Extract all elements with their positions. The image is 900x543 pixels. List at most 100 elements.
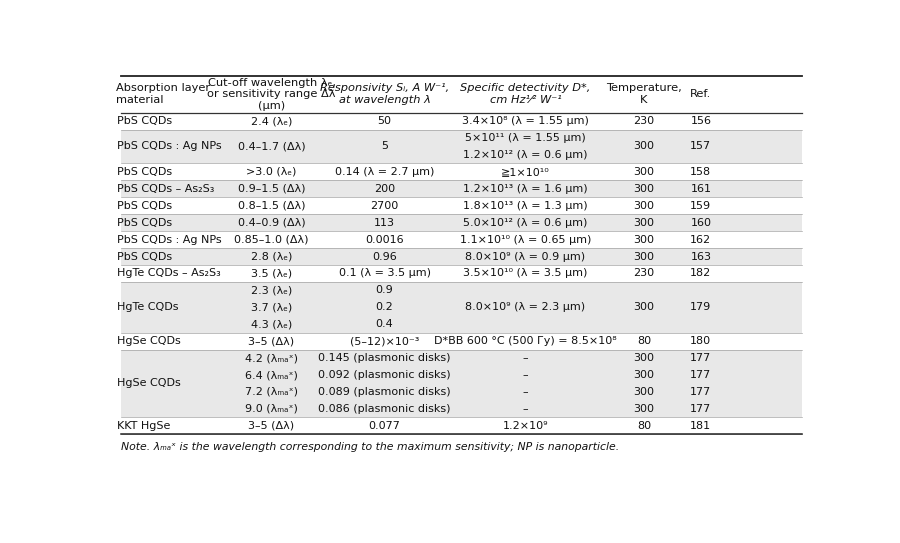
Text: Cut-off wavelength λₑ,
or sensitivity range Δλ
(μm): Cut-off wavelength λₑ, or sensitivity ra… bbox=[207, 78, 336, 111]
Text: HgTe CQDs – As₂S₃: HgTe CQDs – As₂S₃ bbox=[117, 268, 220, 279]
Text: 230: 230 bbox=[634, 268, 654, 279]
Text: 4.3 (λₑ): 4.3 (λₑ) bbox=[251, 319, 292, 329]
Text: PbS CQDs: PbS CQDs bbox=[117, 167, 172, 177]
Bar bbox=[121, 180, 802, 197]
Text: 3.4×10⁸ (λ = 1.55 μm): 3.4×10⁸ (λ = 1.55 μm) bbox=[462, 116, 589, 126]
Text: 2.3 (λₑ): 2.3 (λₑ) bbox=[251, 286, 292, 295]
Text: D*BB 600 °C (500 Гу) = 8.5×10⁸: D*BB 600 °C (500 Гу) = 8.5×10⁸ bbox=[434, 336, 617, 346]
Text: 158: 158 bbox=[690, 167, 711, 177]
Text: –: – bbox=[523, 353, 528, 363]
Text: PbS CQDs : Ag NPs: PbS CQDs : Ag NPs bbox=[117, 235, 221, 244]
Text: 177: 177 bbox=[690, 353, 712, 363]
Bar bbox=[121, 282, 802, 333]
Text: 300: 300 bbox=[634, 218, 654, 228]
Text: 230: 230 bbox=[634, 116, 654, 126]
Bar bbox=[121, 130, 802, 163]
Text: PbS CQDs: PbS CQDs bbox=[117, 218, 172, 228]
Text: 300: 300 bbox=[634, 370, 654, 380]
Text: 0.4–1.7 (Δλ): 0.4–1.7 (Δλ) bbox=[238, 142, 305, 151]
Text: 156: 156 bbox=[690, 116, 711, 126]
Text: 300: 300 bbox=[634, 251, 654, 262]
Text: 180: 180 bbox=[690, 336, 711, 346]
Text: 3.5 (λₑ): 3.5 (λₑ) bbox=[251, 268, 292, 279]
Text: –: – bbox=[523, 404, 528, 414]
Text: Ref.: Ref. bbox=[690, 89, 712, 99]
Text: 160: 160 bbox=[690, 218, 711, 228]
Text: 177: 177 bbox=[690, 370, 712, 380]
Text: 0.4–0.9 (Δλ): 0.4–0.9 (Δλ) bbox=[238, 218, 305, 228]
Text: 0.4: 0.4 bbox=[375, 319, 393, 329]
Text: 0.8–1.5 (Δλ): 0.8–1.5 (Δλ) bbox=[238, 201, 305, 211]
Bar bbox=[121, 350, 802, 418]
Text: 3.7 (λₑ): 3.7 (λₑ) bbox=[251, 302, 292, 312]
Text: PbS CQDs: PbS CQDs bbox=[117, 201, 172, 211]
Text: 300: 300 bbox=[634, 353, 654, 363]
Text: 4.2 (λₘₐˣ): 4.2 (λₘₐˣ) bbox=[245, 353, 298, 363]
Bar bbox=[121, 248, 802, 265]
Text: 182: 182 bbox=[690, 268, 712, 279]
Text: 179: 179 bbox=[690, 302, 712, 312]
Text: 2.4 (λₑ): 2.4 (λₑ) bbox=[251, 116, 292, 126]
Text: 50: 50 bbox=[377, 116, 392, 126]
Text: 300: 300 bbox=[634, 201, 654, 211]
Text: 3–5 (Δλ): 3–5 (Δλ) bbox=[248, 336, 294, 346]
Text: 0.086 (plasmonic disks): 0.086 (plasmonic disks) bbox=[319, 404, 451, 414]
Text: 3–5 (Δλ): 3–5 (Δλ) bbox=[248, 421, 294, 431]
Text: 1.2×10⁹: 1.2×10⁹ bbox=[502, 421, 548, 431]
Text: 0.2: 0.2 bbox=[375, 302, 393, 312]
Text: 181: 181 bbox=[690, 421, 711, 431]
Text: 80: 80 bbox=[637, 336, 651, 346]
Text: 1.8×10¹³ (λ = 1.3 μm): 1.8×10¹³ (λ = 1.3 μm) bbox=[464, 201, 588, 211]
Text: 6.4 (λₘₐˣ): 6.4 (λₘₐˣ) bbox=[245, 370, 298, 380]
Text: 2700: 2700 bbox=[371, 201, 399, 211]
Text: 300: 300 bbox=[634, 184, 654, 194]
Text: 0.077: 0.077 bbox=[369, 421, 400, 431]
Text: 300: 300 bbox=[634, 387, 654, 397]
Text: 8.0×10⁹ (λ = 0.9 μm): 8.0×10⁹ (λ = 0.9 μm) bbox=[465, 251, 586, 262]
Text: PbS CQDs: PbS CQDs bbox=[117, 116, 172, 126]
Text: 300: 300 bbox=[634, 235, 654, 244]
Text: Absorption layer
material: Absorption layer material bbox=[116, 83, 210, 105]
Text: 300: 300 bbox=[634, 302, 654, 312]
Text: 3.5×10¹⁰ (λ = 3.5 μm): 3.5×10¹⁰ (λ = 3.5 μm) bbox=[464, 268, 588, 279]
Text: 8.0×10⁹ (λ = 2.3 μm): 8.0×10⁹ (λ = 2.3 μm) bbox=[465, 302, 586, 312]
Text: 5.0×10¹² (λ = 0.6 μm): 5.0×10¹² (λ = 0.6 μm) bbox=[464, 218, 588, 228]
Text: 7.2 (λₘₐˣ): 7.2 (λₘₐˣ) bbox=[245, 387, 298, 397]
Text: 1.2×10¹³ (λ = 1.6 μm): 1.2×10¹³ (λ = 1.6 μm) bbox=[464, 184, 588, 194]
Text: 0.145 (plasmonic disks): 0.145 (plasmonic disks) bbox=[319, 353, 451, 363]
Text: 5: 5 bbox=[381, 142, 388, 151]
Text: 80: 80 bbox=[637, 421, 651, 431]
Text: 0.96: 0.96 bbox=[373, 251, 397, 262]
Text: 0.092 (plasmonic disks): 0.092 (plasmonic disks) bbox=[319, 370, 451, 380]
Text: (5–12)×10⁻³: (5–12)×10⁻³ bbox=[350, 336, 419, 346]
Text: 200: 200 bbox=[374, 184, 395, 194]
Text: Responsivity Sᵢ, A W⁻¹,
at wavelength λ: Responsivity Sᵢ, A W⁻¹, at wavelength λ bbox=[320, 83, 449, 105]
Text: 0.1 (λ = 3.5 μm): 0.1 (λ = 3.5 μm) bbox=[338, 268, 430, 279]
Text: 2.8 (λₑ): 2.8 (λₑ) bbox=[251, 251, 292, 262]
Text: PbS CQDs : Ag NPs: PbS CQDs : Ag NPs bbox=[117, 142, 221, 151]
Text: 0.089 (plasmonic disks): 0.089 (plasmonic disks) bbox=[319, 387, 451, 397]
Text: 161: 161 bbox=[690, 184, 711, 194]
Text: 0.14 (λ = 2.7 μm): 0.14 (λ = 2.7 μm) bbox=[335, 167, 434, 177]
Text: 1.1×10¹⁰ (λ = 0.65 μm): 1.1×10¹⁰ (λ = 0.65 μm) bbox=[460, 235, 591, 244]
Text: HgSe CQDs: HgSe CQDs bbox=[117, 336, 180, 346]
Text: Note. λₘₐˣ is the wavelength corresponding to the maximum sensitivity; NP is nan: Note. λₘₐˣ is the wavelength correspondi… bbox=[121, 442, 619, 452]
Text: –: – bbox=[523, 370, 528, 380]
Text: 157: 157 bbox=[690, 142, 711, 151]
Text: 300: 300 bbox=[634, 404, 654, 414]
Text: 159: 159 bbox=[690, 201, 711, 211]
Text: 163: 163 bbox=[690, 251, 711, 262]
Text: 1.2×10¹² (λ = 0.6 μm): 1.2×10¹² (λ = 0.6 μm) bbox=[464, 150, 588, 160]
Text: 5×10¹¹ (λ = 1.55 μm): 5×10¹¹ (λ = 1.55 μm) bbox=[465, 133, 586, 143]
Text: PbS CQDs: PbS CQDs bbox=[117, 251, 172, 262]
Text: HgSe CQDs: HgSe CQDs bbox=[117, 378, 180, 388]
Text: 162: 162 bbox=[690, 235, 711, 244]
Bar bbox=[121, 214, 802, 231]
Text: 177: 177 bbox=[690, 387, 712, 397]
Text: 300: 300 bbox=[634, 142, 654, 151]
Text: 300: 300 bbox=[634, 167, 654, 177]
Text: 0.0016: 0.0016 bbox=[365, 235, 404, 244]
Text: –: – bbox=[523, 387, 528, 397]
Text: 0.9–1.5 (Δλ): 0.9–1.5 (Δλ) bbox=[238, 184, 305, 194]
Text: 0.85–1.0 (Δλ): 0.85–1.0 (Δλ) bbox=[234, 235, 309, 244]
